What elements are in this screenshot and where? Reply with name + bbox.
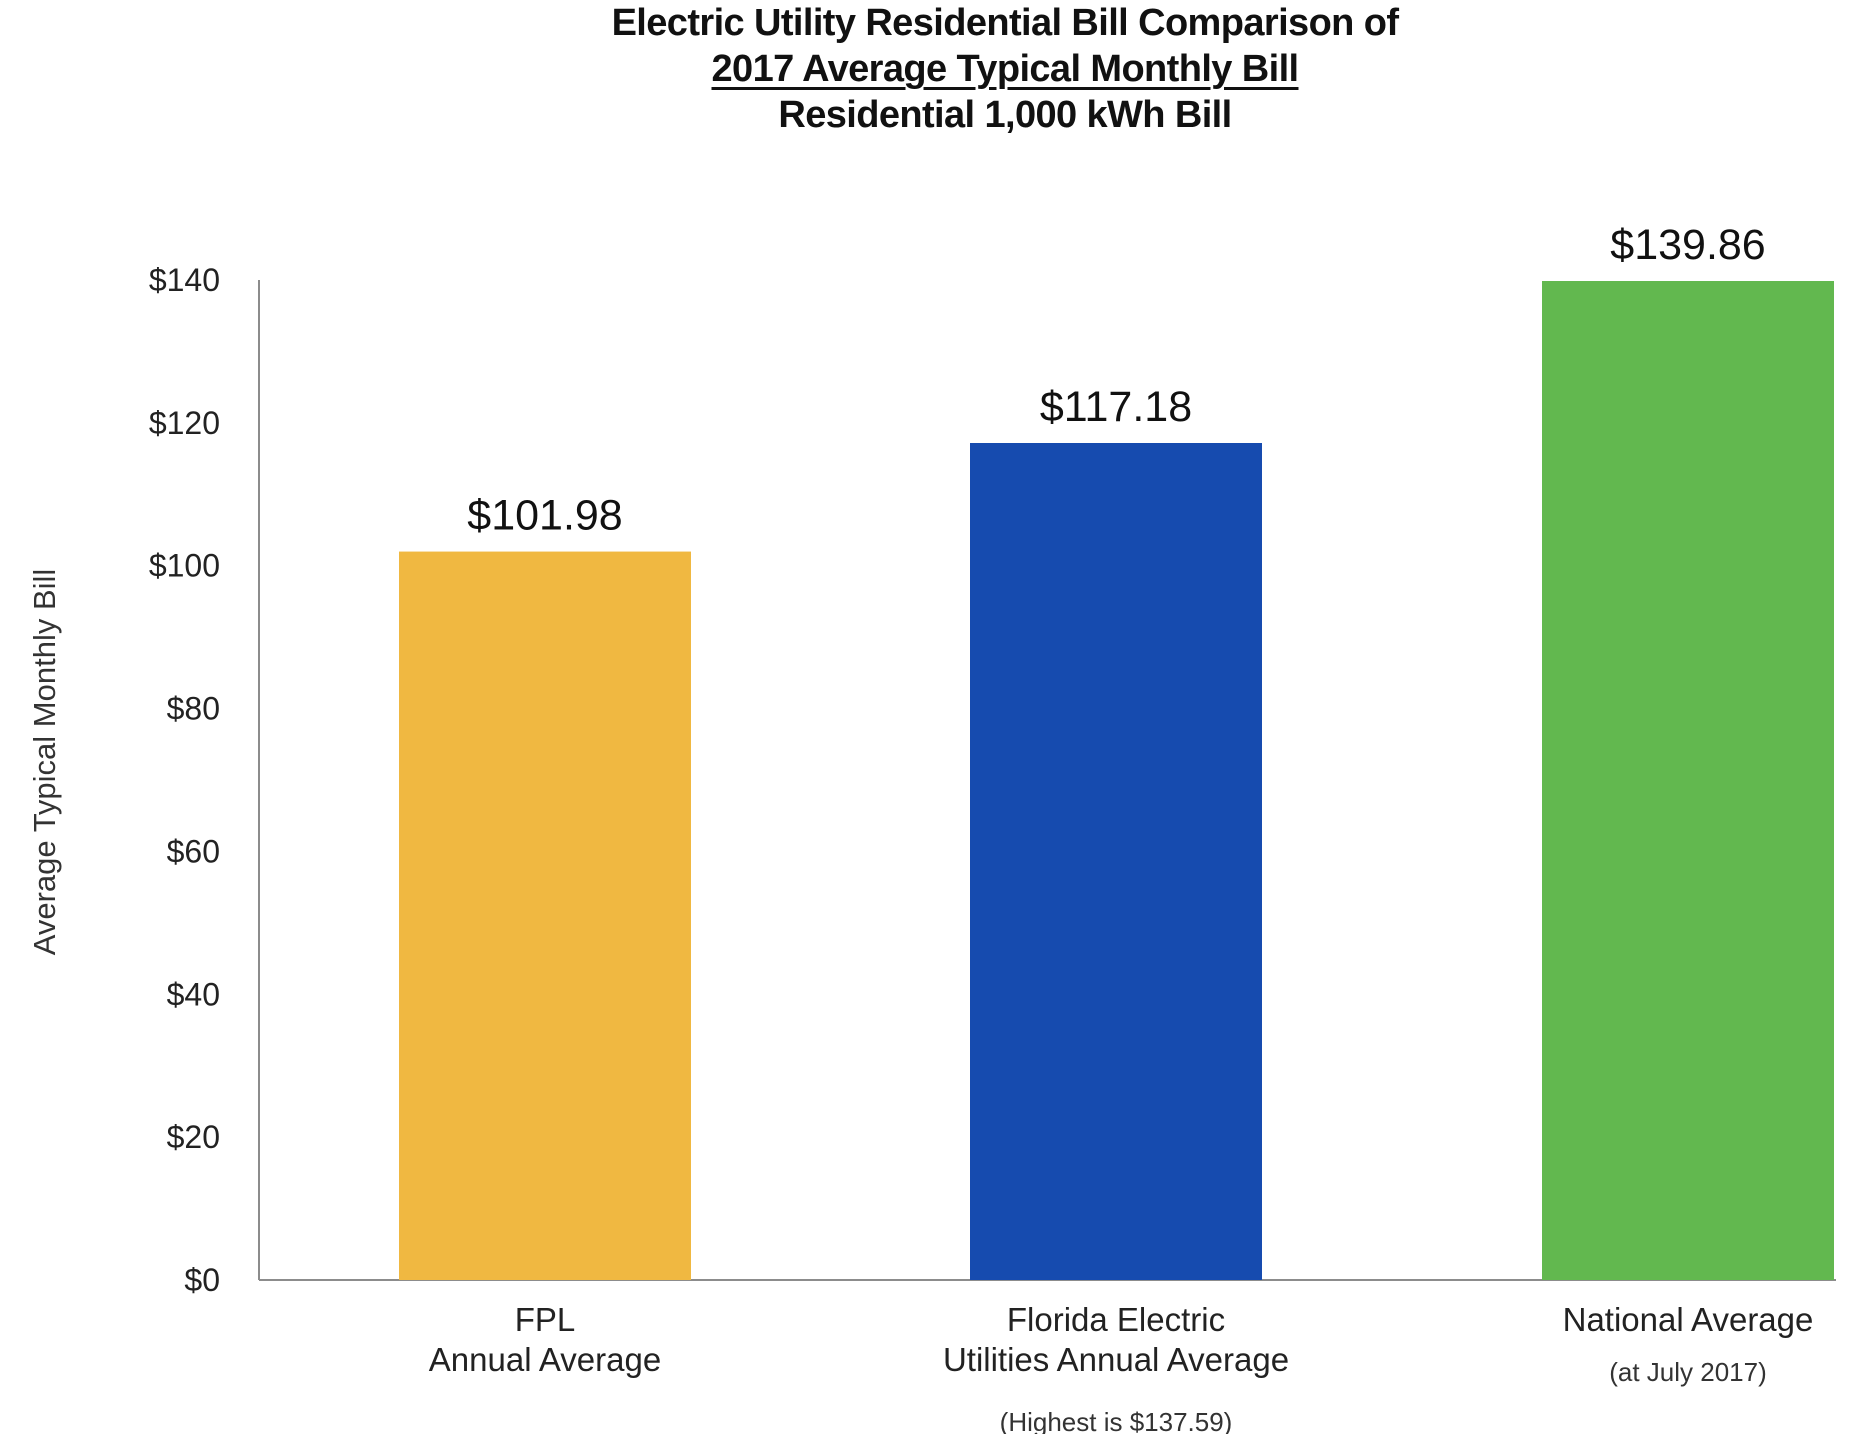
y-tick-label: $20 — [167, 1119, 220, 1155]
chart-title-line-3: Residential 1,000 kWh Bill — [778, 94, 1232, 136]
chart-title-line-1: Electric Utility Residential Bill Compar… — [611, 2, 1399, 44]
x-tick-note: (at July 2017) — [1609, 1357, 1767, 1387]
x-tick-label: Utilities Annual Average — [943, 1341, 1289, 1378]
y-axis-ticks: $0 $20 $40 $60 $80 $100 $120 $140 — [149, 262, 220, 1298]
y-tick-label: $40 — [167, 976, 220, 1012]
y-tick-label: $0 — [184, 1262, 220, 1298]
bar-value-label: $101.98 — [467, 492, 622, 540]
y-tick-label: $60 — [167, 833, 220, 869]
chart-title: Electric Utility Residential Bill Compar… — [0, 0, 1860, 138]
x-tick-note: (Highest is $137.59) — [1000, 1407, 1233, 1434]
bar — [1542, 281, 1834, 1280]
bar — [970, 443, 1262, 1280]
y-tick-label: $120 — [149, 405, 220, 441]
x-tick-label: FPL — [515, 1301, 576, 1338]
bar — [399, 551, 691, 1280]
x-tick-label: National Average — [1563, 1301, 1814, 1338]
bar-value-label: $117.18 — [1040, 383, 1192, 431]
y-tick-label: $100 — [149, 548, 220, 584]
y-tick-label: $140 — [149, 262, 220, 298]
bars: $101.98 $117.18 $139.86 — [399, 221, 1834, 1280]
chart-title-line-2: 2017 Average Typical Monthly Bill — [711, 48, 1300, 90]
x-tick-label: Annual Average — [429, 1341, 661, 1378]
y-tick-label: $80 — [167, 691, 220, 727]
x-tick-label: Florida Electric — [1007, 1301, 1225, 1338]
bar-value-label: $139.86 — [1610, 221, 1765, 269]
y-axis-title: Average Typical Monthly Bill — [27, 569, 62, 956]
